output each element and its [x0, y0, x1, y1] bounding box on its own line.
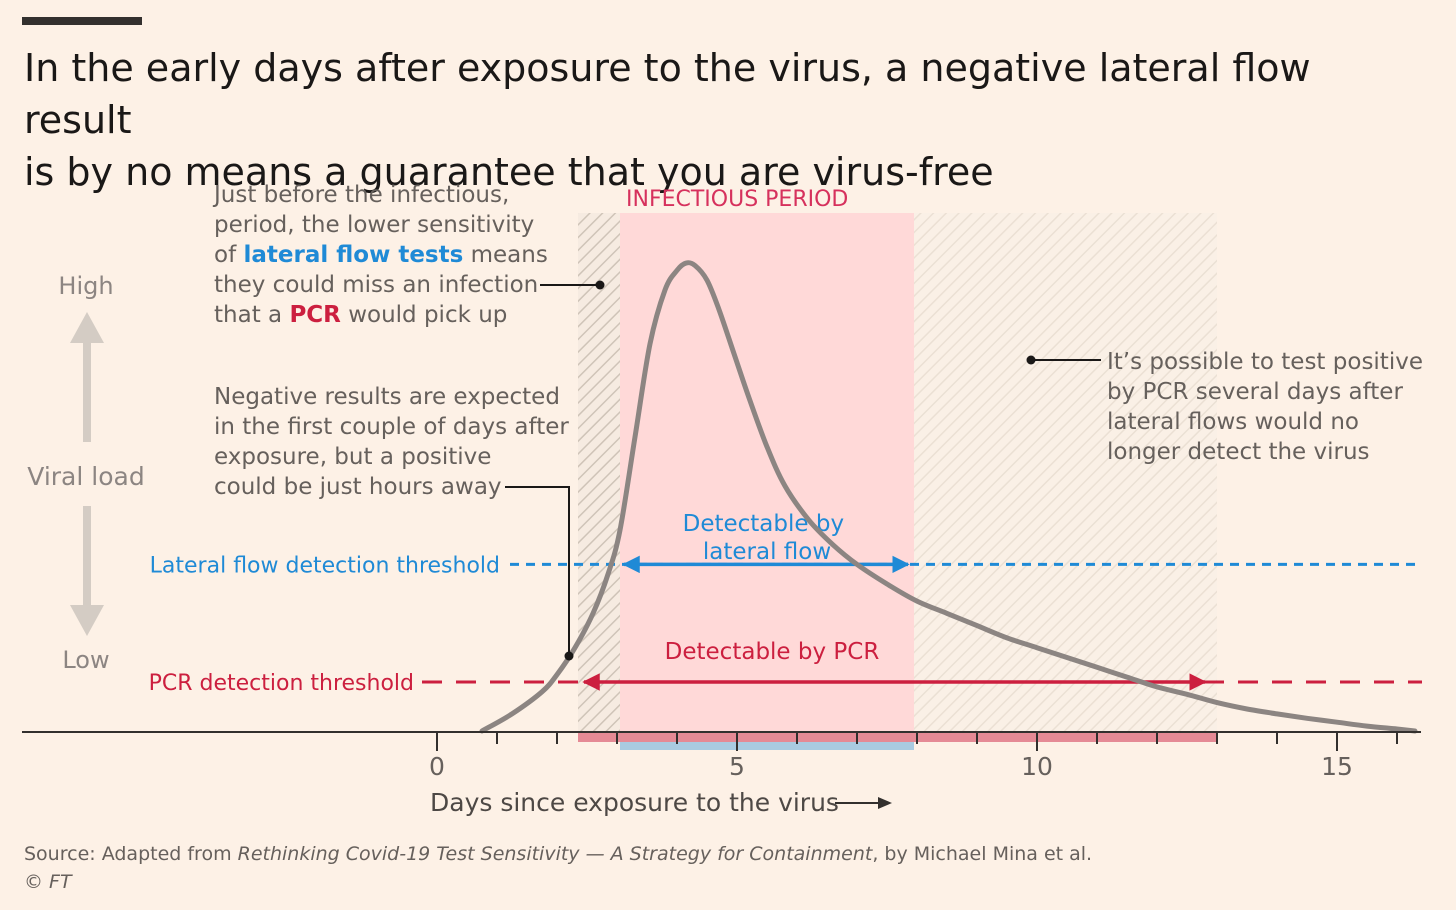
- annotation-early-miss-dot: [595, 280, 605, 290]
- annotation-negative-line-1: Negative results are expected: [214, 384, 560, 410]
- annotation-early-miss-line-4: they could miss an infection: [214, 272, 538, 298]
- lateral-flow-range-label: Detectable by lateral flow: [683, 511, 852, 565]
- annotation-negative-line-3: exposure, but a positive: [214, 444, 491, 470]
- annotation-early-miss-line-1: Just before the infectious,: [212, 182, 509, 208]
- y-high-label: High: [58, 272, 113, 300]
- source-work: Rethinking Covid-19 Test Sensitivity — A…: [237, 843, 873, 865]
- annotation-late-line-2: by PCR several days after: [1107, 379, 1403, 405]
- source-line: Source: Adapted from Rethinking Covid-19…: [24, 840, 1092, 868]
- x-tick-labels: 0 5 10 15: [429, 752, 1353, 781]
- annotation-early-miss: Just before the infectious, period, the …: [212, 182, 555, 328]
- source-prefix: Source: Adapted from: [24, 843, 238, 865]
- pcr-range-label: Detectable by PCR: [665, 639, 880, 665]
- annotation-lateral-flow-highlight: lateral flow tests: [243, 242, 463, 268]
- annotation-late-line-4: longer detect the virus: [1107, 439, 1370, 465]
- y-up-arrowhead: [70, 312, 104, 343]
- top-rule: [22, 17, 142, 25]
- annotation-early-miss-line-3a: of: [214, 242, 243, 268]
- annotation-negative-line-4: could be just hours away: [214, 474, 502, 500]
- annotation-early-miss-line-5a: that a: [214, 302, 289, 328]
- x-tick-label: 10: [1021, 752, 1053, 781]
- hatch-region-early: [578, 213, 620, 731]
- viral-load-curve: [479, 260, 1418, 734]
- chart-title: In the early days after exposure to the …: [24, 42, 1424, 198]
- source-suffix: , by Michael Mina et al.: [872, 843, 1093, 865]
- x-axis-label: Days since exposure to the virus: [430, 788, 839, 817]
- source-note: Source: Adapted from Rethinking Covid-19…: [24, 840, 1092, 896]
- lateral-flow-period-bar: [620, 742, 914, 750]
- annotation-early-miss-line-3c: means: [463, 242, 548, 268]
- lateral-flow-threshold-label: Lateral flow detection threshold: [150, 553, 500, 578]
- annotation-late-dot: [1026, 355, 1036, 365]
- annotation-late-line-3: lateral flows would no: [1107, 409, 1359, 435]
- y-up-arrow-shaft: [83, 338, 91, 442]
- annotation-late-pcr: It’s possible to test positive by PCR se…: [1107, 349, 1430, 465]
- annotation-pcr-highlight: PCR: [289, 302, 341, 328]
- copyright-text: © FT: [24, 871, 72, 893]
- x-tick-label: 15: [1321, 752, 1353, 781]
- title-line-1: In the early days after exposure to the …: [24, 46, 1311, 142]
- annotation-negative-line-2: in the first couple of days after: [214, 414, 569, 440]
- annotation-negative-leader: [505, 486, 570, 656]
- lateral-flow-range-label-line-2: lateral flow: [703, 539, 831, 565]
- infectious-period-band: [620, 213, 914, 731]
- copyright: © FT: [24, 868, 1092, 896]
- y-down-arrow-shaft: [83, 506, 91, 610]
- pcr-threshold-label: PCR detection threshold: [149, 671, 414, 696]
- x-tick-label: 5: [729, 752, 745, 781]
- x-tick-label: 0: [429, 752, 445, 781]
- x-axis-label-arrowhead: [878, 797, 892, 809]
- annotation-early-miss-line-5c: would pick up: [341, 302, 508, 328]
- annotation-negative-results: Negative results are expected in the fir…: [214, 384, 576, 500]
- hatch-region-late: [914, 213, 1217, 731]
- annotation-negative-dot: [564, 651, 574, 661]
- y-axis-label: Viral load: [27, 462, 144, 491]
- y-down-arrowhead: [70, 605, 104, 636]
- y-low-label: Low: [62, 646, 109, 674]
- annotation-early-miss-line-2: period, the lower sensitivity: [214, 212, 534, 238]
- annotation-late-line-1: It’s possible to test positive: [1107, 349, 1423, 375]
- pcr-period-bar: [578, 733, 1217, 742]
- infectious-period-label: INFECTIOUS PERIOD: [626, 187, 848, 212]
- title-line-2: is by no means a guarantee that you are …: [24, 150, 994, 194]
- x-ticks: [436, 732, 1398, 751]
